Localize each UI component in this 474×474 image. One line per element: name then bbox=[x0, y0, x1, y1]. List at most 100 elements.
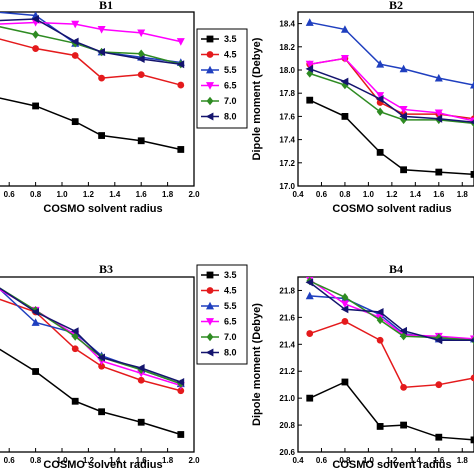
x-tick-label: 1.0 bbox=[363, 456, 375, 465]
data-point bbox=[341, 378, 349, 386]
data-point bbox=[98, 408, 105, 416]
data-point bbox=[71, 37, 79, 46]
data-point bbox=[375, 308, 384, 316]
legend-label: 5.5 bbox=[224, 65, 237, 75]
legend-label: 6.5 bbox=[224, 317, 237, 327]
series-line bbox=[309, 21, 474, 86]
series-line bbox=[0, 97, 181, 151]
panel-title: B1 bbox=[99, 0, 113, 12]
data-point bbox=[71, 118, 79, 126]
y-tick-label: 21.2 bbox=[279, 367, 295, 376]
x-axis-label: COSMO solvent radius bbox=[43, 203, 162, 215]
data-point bbox=[98, 74, 105, 82]
x-tick-label: 1.6 bbox=[433, 456, 445, 465]
data-point bbox=[435, 381, 443, 389]
data-point bbox=[341, 113, 349, 120]
x-tick-label: 0.6 bbox=[4, 456, 16, 465]
plot-area bbox=[0, 12, 185, 153]
legend-box bbox=[196, 264, 248, 365]
y-tick-label: 20.8 bbox=[279, 421, 295, 430]
data-point bbox=[306, 96, 314, 104]
series-4-5 bbox=[0, 298, 185, 395]
data-point bbox=[97, 353, 105, 362]
data-point bbox=[71, 52, 79, 59]
data-point bbox=[399, 64, 408, 73]
y-tick-label: 17.4 bbox=[279, 136, 295, 145]
x-tick-label: 0.6 bbox=[316, 190, 328, 199]
x-axis-label: COSMO solvent radius bbox=[332, 459, 451, 471]
series-3-5 bbox=[306, 96, 474, 178]
y-tick-label: 21.0 bbox=[279, 394, 295, 403]
series-8-0 bbox=[0, 287, 185, 386]
legend-marker bbox=[206, 65, 214, 74]
series-5-5 bbox=[305, 18, 474, 89]
x-axis-label: COSMO solvent radius bbox=[43, 459, 162, 471]
x-tick-label: 1.6 bbox=[136, 456, 148, 465]
series-line bbox=[0, 21, 181, 43]
series-7-0 bbox=[306, 277, 474, 345]
legend-label: 6.5 bbox=[224, 81, 237, 91]
series-6-5 bbox=[305, 55, 474, 126]
data-point bbox=[32, 102, 39, 110]
plot-area bbox=[305, 277, 474, 444]
legend-label: 8.0 bbox=[224, 348, 237, 358]
plot-frame bbox=[0, 276, 195, 453]
data-point bbox=[469, 119, 474, 125]
panel-b4: B4 0.4 0.6 0.8 1.0 1.2 1.4 1.6 1.8 20.6 20.8 21.0 21… bbox=[251, 262, 474, 471]
series-5-5 bbox=[0, 288, 185, 388]
y-tick-label: 18.4 bbox=[279, 20, 295, 29]
x-tick-label: 1.0 bbox=[56, 456, 68, 465]
data-point bbox=[31, 14, 39, 23]
data-point bbox=[340, 305, 349, 314]
data-point bbox=[137, 49, 145, 58]
series-line bbox=[309, 280, 474, 342]
data-point bbox=[31, 318, 40, 326]
panel-title: B3 bbox=[99, 262, 113, 276]
data-point bbox=[32, 45, 39, 52]
data-point bbox=[376, 336, 384, 344]
data-point bbox=[376, 107, 384, 116]
legend-marker bbox=[205, 112, 214, 121]
legend-label: 7.0 bbox=[224, 332, 237, 342]
series-7-0 bbox=[0, 287, 185, 388]
x-tick-label: 1.2 bbox=[83, 456, 95, 465]
legend-label: 3.5 bbox=[224, 270, 237, 280]
series-3-5 bbox=[0, 348, 185, 438]
series-8-0 bbox=[0, 14, 185, 69]
data-point bbox=[434, 73, 443, 82]
data-point bbox=[376, 60, 385, 68]
x-tick-label: 1.8 bbox=[162, 190, 174, 199]
series-7-0 bbox=[306, 69, 474, 128]
series-line bbox=[309, 57, 474, 120]
series-line bbox=[0, 18, 181, 65]
data-point bbox=[470, 80, 474, 89]
data-point bbox=[341, 292, 349, 302]
data-point bbox=[306, 394, 314, 402]
y-tick-label: 18.0 bbox=[279, 66, 295, 75]
data-point bbox=[340, 77, 349, 86]
y-tick-label: 17.2 bbox=[279, 159, 295, 168]
data-point bbox=[176, 378, 185, 386]
data-point bbox=[177, 146, 185, 153]
data-point bbox=[97, 26, 106, 34]
x-tick-label: 1.0 bbox=[56, 190, 68, 199]
series-line bbox=[309, 57, 474, 122]
plot-frame bbox=[297, 11, 474, 187]
data-point bbox=[434, 336, 443, 345]
data-point bbox=[340, 25, 349, 33]
x-tick-label: 0.4 bbox=[292, 456, 304, 465]
series-line bbox=[0, 287, 182, 383]
y-tick-label: 21.6 bbox=[279, 313, 295, 322]
x-tick-label: 2.0 bbox=[188, 190, 200, 199]
legend-label: 4.5 bbox=[224, 286, 237, 296]
series-line bbox=[309, 281, 474, 342]
series-line bbox=[309, 279, 474, 340]
y-tick-label: 17.6 bbox=[279, 112, 295, 121]
series-3-5 bbox=[306, 378, 474, 444]
legend-box bbox=[196, 28, 248, 129]
x-tick-label: 0.8 bbox=[30, 190, 42, 199]
x-tick-label: 0.8 bbox=[339, 190, 351, 199]
x-tick-label: 1.0 bbox=[363, 190, 375, 199]
x-tick-label: 1.2 bbox=[83, 190, 95, 199]
legend-marker bbox=[206, 318, 214, 326]
